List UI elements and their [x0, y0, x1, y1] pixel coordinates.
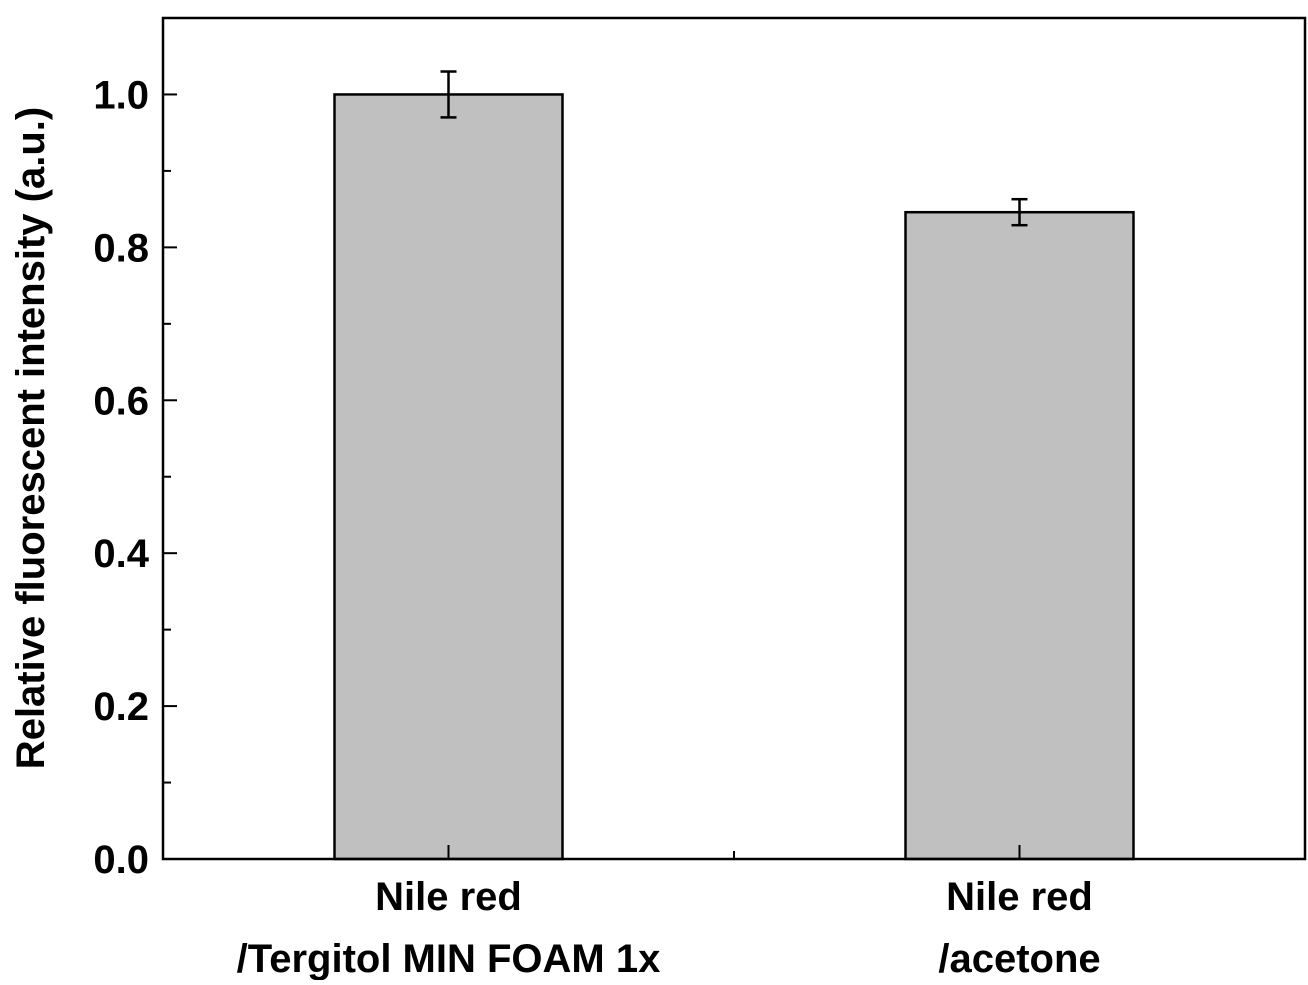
y-tick-label-1: 0.2 [93, 685, 149, 729]
y-tick-label-4: 0.8 [93, 226, 149, 270]
ytick-labels-layer: 0.0 0.2 0.4 0.6 0.8 1.0 [93, 73, 149, 882]
bars-layer [333, 93, 1135, 861]
x-tick-label-0-1: /Tergitol MIN FOAM 1x [237, 937, 661, 980]
bar-0 [333, 93, 564, 861]
xtick-labels-layer: Nile red/Tergitol MIN FOAM 1x Nile red/ac… [237, 875, 1101, 981]
y-tick-label-5: 1.0 [93, 73, 149, 117]
error-bar-1 [1011, 197, 1028, 227]
x-tick-label-1-0: Nile red [946, 875, 1093, 919]
error-bar-0 [440, 70, 457, 119]
x-tick-label-1-1: /acetone [938, 937, 1100, 980]
y-axis-label: Relative fluorescent intensity (a.u.) [9, 107, 53, 769]
y-tick-label-2: 0.4 [93, 532, 149, 576]
x-tick-label-0-0: Nile red [375, 875, 522, 919]
y-tick-label-0: 0.0 [93, 838, 149, 882]
errorbars-layer [440, 70, 1028, 227]
ticks-layer [163, 93, 1021, 860]
bar-1 [904, 210, 1135, 861]
y-tick-label-3: 0.6 [93, 379, 149, 423]
